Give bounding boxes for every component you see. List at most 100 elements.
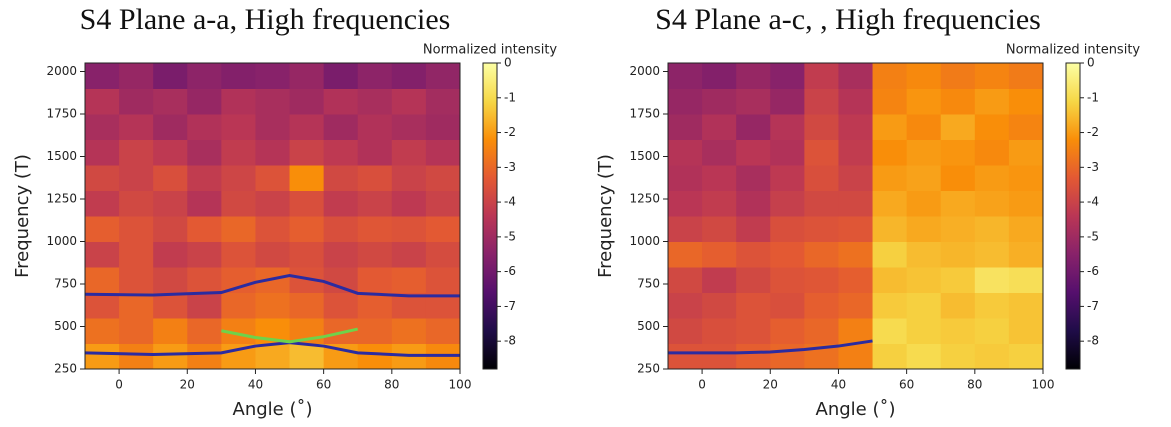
heatmap-cell bbox=[391, 165, 427, 191]
heatmap-cell bbox=[85, 63, 120, 89]
heatmap-cell bbox=[119, 343, 154, 370]
y-tick-label: 250 bbox=[54, 362, 77, 376]
colorbar-tick-label: -5 bbox=[504, 229, 516, 243]
heatmap-cell bbox=[872, 241, 908, 268]
heatmap-cell bbox=[770, 292, 805, 319]
heatmap-cell bbox=[425, 190, 461, 217]
heatmap-cell bbox=[357, 139, 393, 166]
heatmap-cell bbox=[668, 165, 703, 191]
heatmap-cell bbox=[85, 216, 120, 242]
heatmap-cell bbox=[153, 318, 188, 344]
heatmap-cell bbox=[153, 216, 188, 242]
heatmap-cell bbox=[736, 216, 771, 242]
heatmap-cell bbox=[668, 216, 703, 242]
heatmap-cell bbox=[940, 343, 976, 370]
heatmap-cell bbox=[221, 292, 256, 319]
x-tick-label: 20 bbox=[763, 378, 778, 392]
heatmap-cell bbox=[770, 139, 805, 166]
heatmap-cell bbox=[872, 63, 908, 89]
heatmap-cell bbox=[425, 241, 461, 268]
heatmap-cell bbox=[804, 216, 839, 242]
heatmap-cell bbox=[668, 63, 703, 89]
colorbar bbox=[482, 62, 498, 370]
heatmap-cell bbox=[221, 216, 256, 242]
heatmap-cell bbox=[838, 114, 874, 140]
heatmap-cell bbox=[119, 88, 154, 115]
heatmap-cell bbox=[119, 63, 154, 89]
y-tick-label: 1750 bbox=[629, 107, 660, 121]
heatmap-cell bbox=[906, 241, 942, 268]
heatmap-cell bbox=[425, 216, 461, 242]
heatmap-cell bbox=[872, 139, 908, 166]
heatmap-cell bbox=[770, 267, 805, 293]
heatmap-cell bbox=[736, 190, 771, 217]
heatmap-cell bbox=[85, 292, 120, 319]
heatmap-cell bbox=[255, 241, 291, 268]
heatmap-cell bbox=[1008, 292, 1044, 319]
heatmap-cell bbox=[187, 267, 222, 293]
heatmap-cell bbox=[940, 63, 976, 89]
heatmap-cell bbox=[153, 165, 188, 191]
heatmap-cell bbox=[668, 267, 703, 293]
heatmap-cell bbox=[770, 165, 805, 191]
heatmap-cell bbox=[804, 190, 839, 217]
heatmap-cell bbox=[872, 267, 908, 293]
heatmap-cell bbox=[255, 190, 291, 217]
heatmap-cell bbox=[702, 343, 737, 370]
heatmap-cell bbox=[804, 292, 839, 319]
heatmap-cell bbox=[425, 63, 461, 89]
y-tick-label: 1000 bbox=[629, 234, 660, 248]
heatmap-cell bbox=[804, 241, 839, 268]
heatmap-cell bbox=[391, 267, 427, 293]
heatmap-cell bbox=[255, 114, 291, 140]
heatmap-cell bbox=[119, 241, 154, 268]
heatmap-cell bbox=[804, 165, 839, 191]
heatmap-cell bbox=[702, 63, 737, 89]
heatmap-cell bbox=[323, 88, 359, 115]
heatmap-cell bbox=[974, 63, 1010, 89]
heatmap-cell bbox=[872, 292, 908, 319]
y-tick-label: 500 bbox=[54, 319, 77, 333]
heatmap-cell bbox=[702, 318, 737, 344]
heatmap-cell bbox=[85, 241, 120, 268]
colorbar-label: Normalized intensity bbox=[1006, 43, 1141, 58]
chart-title: S4 Plane a-c, , High frequencies bbox=[655, 3, 1041, 36]
heatmap-cell bbox=[153, 63, 188, 89]
colorbar-tick-label: -7 bbox=[1087, 299, 1099, 313]
heatmap-cell bbox=[702, 139, 737, 166]
heatmap-cell bbox=[187, 63, 222, 89]
colorbar bbox=[1065, 62, 1081, 370]
y-tick-label: 1500 bbox=[46, 149, 77, 163]
heatmap-cell bbox=[974, 114, 1010, 140]
heatmap-cell bbox=[289, 292, 325, 319]
x-tick-label: 0 bbox=[698, 378, 706, 392]
heatmap-cell bbox=[85, 165, 120, 191]
heatmap-cell bbox=[391, 63, 427, 89]
heatmap-cell bbox=[906, 114, 942, 140]
heatmap-cell bbox=[872, 114, 908, 140]
heatmap-cell bbox=[940, 88, 976, 115]
x-tick-label: 100 bbox=[1032, 378, 1055, 392]
heatmap-cell bbox=[187, 165, 222, 191]
heatmap-cell bbox=[323, 114, 359, 140]
heatmap-cell bbox=[838, 139, 874, 166]
heatmap-cell bbox=[804, 267, 839, 293]
heatmap-cell bbox=[391, 241, 427, 268]
y-tick-label: 1250 bbox=[46, 192, 77, 206]
heatmap-cell bbox=[85, 139, 120, 166]
x-tick-label: 100 bbox=[449, 378, 472, 392]
heatmap-cell bbox=[1008, 343, 1044, 370]
heatmap-cell bbox=[289, 216, 325, 242]
heatmap-cell bbox=[736, 318, 771, 344]
colorbar-tick-label: -2 bbox=[504, 125, 516, 139]
heatmap-cell bbox=[119, 292, 154, 319]
x-tick-label: 60 bbox=[316, 378, 331, 392]
heatmap-cell bbox=[974, 139, 1010, 166]
heatmap-cell bbox=[255, 292, 291, 319]
heatmap-cell bbox=[906, 216, 942, 242]
heatmap-cell bbox=[1008, 318, 1044, 344]
heatmap-cell bbox=[906, 139, 942, 166]
heatmap-cell bbox=[187, 190, 222, 217]
heatmap-cell bbox=[940, 292, 976, 319]
heatmap-cell bbox=[974, 190, 1010, 217]
